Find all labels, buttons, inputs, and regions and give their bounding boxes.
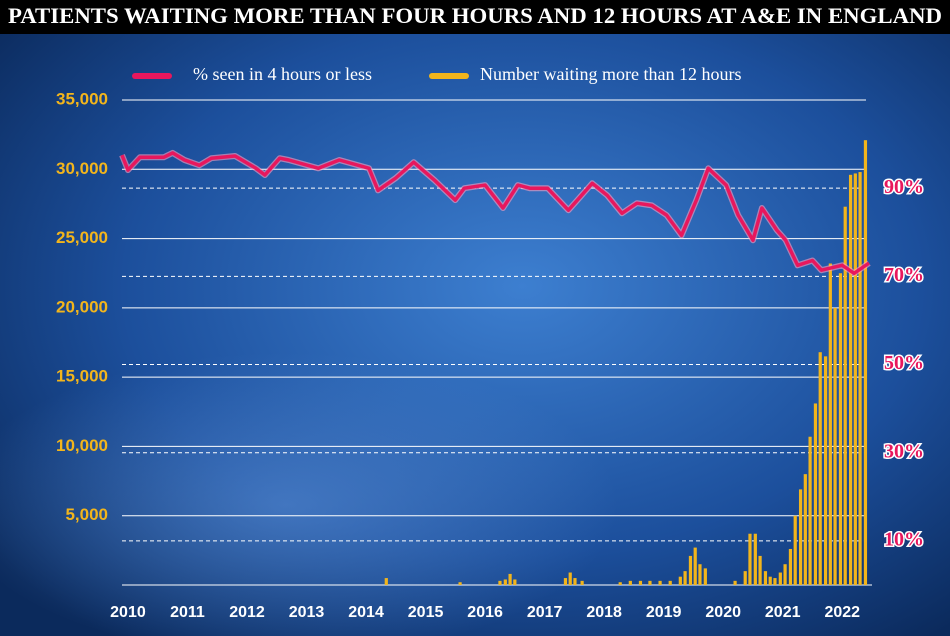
bar [698,564,702,585]
chart-title: PATIENTS WAITING MORE THAN FOUR HOURS AN… [8,3,942,28]
y2-tick-label: 50% [884,352,924,374]
bar [808,436,812,585]
x-tick-label: 2016 [467,604,503,621]
y-tick-label: 35,000 [56,89,108,108]
background-glow [0,200,950,636]
bar [648,580,652,585]
legend-label: Number waiting more than 12 hours [480,64,741,84]
x-tick-label: 2019 [646,604,682,621]
bar [813,403,818,585]
bar [823,356,828,585]
bar [618,582,622,585]
bar [793,515,797,585]
y2-tick-label: 90% [884,176,924,198]
bar [818,352,822,585]
x-tick-label: 2011 [170,604,205,621]
bar [753,533,757,585]
y2-tick-label: 10% [884,529,924,551]
bar [788,548,793,585]
y-tick-label: 30,000 [56,159,108,178]
bar [843,206,847,585]
y-tick-label: 5,000 [65,505,108,524]
bar [743,571,747,585]
x-tick-label: 2014 [348,604,384,621]
bar [798,489,803,585]
bar [668,580,672,585]
bar [768,576,772,585]
bar [853,173,857,585]
bar [678,576,682,585]
bar [733,580,737,585]
bar [693,547,697,585]
title-bar [0,0,950,34]
bar [748,533,752,585]
x-tick-label: 2012 [229,604,265,621]
bar [833,307,837,585]
x-tick-label: 2015 [408,604,444,621]
y2-tick-label: 30% [884,440,924,462]
bar [628,580,632,585]
bar [838,273,843,585]
x-tick-label: 2018 [586,604,622,621]
bar [683,571,687,585]
bar [384,578,388,585]
bar [858,172,862,586]
bar [758,555,762,585]
bar [783,564,787,585]
bar [778,572,782,585]
line [120,151,870,276]
bar [498,580,502,585]
bar [638,580,643,585]
x-tick-label: 2021 [765,604,801,621]
bar [568,572,572,585]
bar [503,579,507,585]
x-tick-label: 2013 [289,604,325,621]
y-tick-label: 20,000 [56,297,108,316]
x-tick-label: 2022 [824,604,860,621]
bar [658,580,662,585]
bar [803,474,807,585]
bar [513,579,517,585]
bar [580,580,584,585]
bar [773,578,777,585]
x-tick-label: 2017 [527,604,563,621]
bar [563,578,568,585]
bar [763,571,768,585]
x-tick-label: 2020 [705,604,741,621]
bar [863,140,868,585]
bar [573,578,577,585]
y-tick-label: 10,000 [56,436,108,455]
bar [458,582,462,585]
y-tick-label: 25,000 [56,228,108,247]
y2-tick-label: 70% [884,264,924,286]
bar [848,174,853,586]
bar [828,263,832,585]
y-tick-label: 15,000 [56,367,108,386]
legend-label: % seen in 4 hours or less [193,64,372,84]
bar [688,555,693,585]
bar [703,568,707,585]
bar [508,573,512,585]
x-tick-label: 2010 [110,604,146,621]
